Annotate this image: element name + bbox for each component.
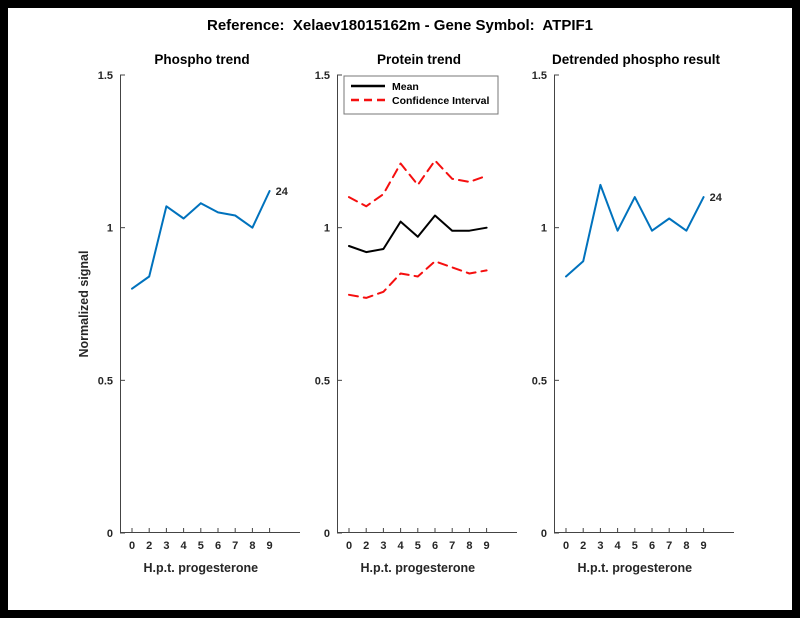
detrended-phospho-line	[565, 183, 705, 278]
axes-lines	[120, 75, 300, 533]
ci-lower-line	[348, 260, 488, 299]
y-tick-label: 0.5	[98, 375, 113, 387]
x-tick-label: 7	[232, 540, 238, 552]
x-tick-label: 9	[484, 540, 490, 552]
y-tick-label: 1.5	[315, 70, 330, 82]
y-tick-label: 0	[541, 528, 547, 540]
subplot-title: Detrended phospho result	[552, 52, 721, 67]
x-tick-label: 5	[632, 540, 638, 552]
y-tick-label: 1	[107, 223, 113, 235]
x-tick-label: 3	[380, 540, 386, 552]
x-tick-label: 3	[163, 540, 169, 552]
x-axis-label: H.p.t. progesterone	[578, 561, 693, 575]
y-tick-label: 0.5	[532, 375, 547, 387]
legend-box	[343, 75, 499, 115]
figure-title: Reference: Xelaev18015162m - Gene Symbol…	[206, 17, 593, 34]
x-tick-label: 0	[346, 540, 352, 552]
x-tick-label: 4	[181, 540, 188, 552]
x-tick-label: 6	[649, 540, 655, 552]
x-tick-label: 3	[597, 540, 603, 552]
x-tick-label: 5	[198, 540, 204, 552]
x-tick-label: 7	[449, 540, 455, 552]
x-tick-label: 5	[415, 540, 421, 552]
y-tick-label: 1	[324, 223, 330, 235]
subplot-title: Protein trend	[377, 52, 461, 67]
legend-label: Confidence Interval	[392, 95, 490, 107]
x-tick-label: 8	[683, 540, 689, 552]
y-axis-label: Normalized signal	[77, 251, 91, 358]
axes-lines	[337, 75, 517, 533]
x-tick-label: 9	[267, 540, 273, 552]
x-tick-label: 9	[701, 540, 707, 552]
x-tick-label: 0	[129, 540, 135, 552]
x-tick-label: 4	[615, 540, 622, 552]
mean-line	[348, 214, 488, 254]
y-tick-label: 0	[324, 528, 330, 540]
phospho-line	[131, 190, 271, 290]
x-tick-label: 7	[666, 540, 672, 552]
legend-label: Mean	[392, 81, 419, 93]
x-tick-label: 8	[466, 540, 472, 552]
end-point-label: 24	[710, 192, 723, 204]
x-tick-label: 8	[249, 540, 255, 552]
x-tick-label: 2	[146, 540, 152, 552]
subplot-title: Phospho trend	[154, 52, 249, 67]
y-tick-label: 0.5	[315, 375, 330, 387]
y-tick-label: 1.5	[532, 70, 547, 82]
axes-lines	[554, 75, 734, 533]
x-tick-label: 6	[432, 540, 438, 552]
end-point-label: 24	[276, 186, 289, 198]
x-tick-label: 6	[215, 540, 221, 552]
y-tick-label: 1.5	[98, 70, 113, 82]
x-tick-label: 4	[398, 540, 405, 552]
x-tick-label: 2	[363, 540, 369, 552]
x-axis-label: H.p.t. progesterone	[144, 561, 259, 575]
x-tick-label: 2	[580, 540, 586, 552]
y-tick-label: 1	[541, 223, 547, 235]
x-axis-label: H.p.t. progesterone	[361, 561, 476, 575]
ci-upper-line	[348, 159, 488, 208]
y-tick-label: 0	[107, 528, 113, 540]
x-tick-label: 0	[563, 540, 569, 552]
